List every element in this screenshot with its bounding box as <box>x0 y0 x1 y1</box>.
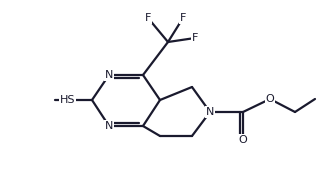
Text: HS: HS <box>60 95 76 105</box>
Text: F: F <box>192 33 198 43</box>
Text: O: O <box>239 135 247 145</box>
Text: N: N <box>206 107 214 117</box>
Text: F: F <box>180 13 186 23</box>
Text: O: O <box>266 94 274 104</box>
Text: N: N <box>105 70 113 80</box>
Text: F: F <box>145 13 151 23</box>
Text: N: N <box>105 121 113 131</box>
